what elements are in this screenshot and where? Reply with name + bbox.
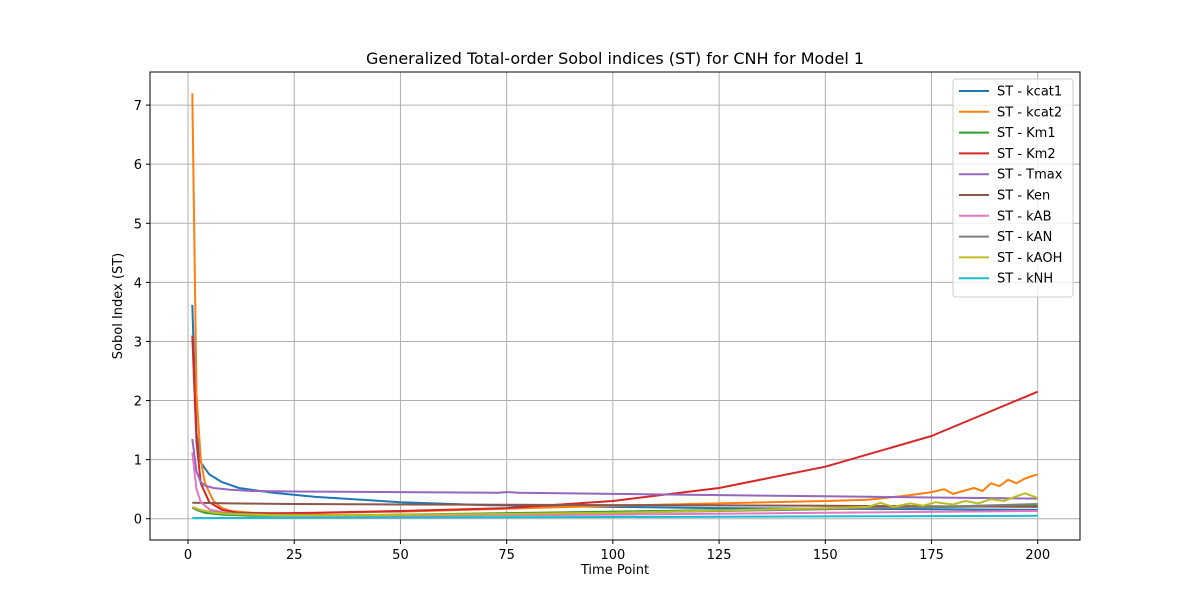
series-line-knh — [192, 514, 1038, 520]
legend-label: ST - Tmax — [997, 168, 1063, 183]
chart-title: Generalized Total-order Sobol indices (S… — [366, 49, 864, 68]
series-line-km2 — [191, 335, 1039, 515]
x-tick-label: 200 — [1025, 548, 1050, 563]
legend-label: ST - Ken — [997, 189, 1050, 204]
y-tick-label: 3 — [134, 335, 142, 350]
legend-label: ST - Km1 — [997, 126, 1056, 141]
y-axis-label: Sobol Index (ST) — [111, 253, 126, 359]
series-line-ken — [192, 501, 1038, 508]
y-tick-label: 1 — [134, 454, 142, 469]
x-tick-label: 175 — [919, 548, 944, 563]
plot-area — [191, 93, 1039, 520]
x-tick-label: 150 — [813, 548, 838, 563]
x-axis-label: Time Point — [580, 563, 649, 578]
y-ticks: 0 1 2 3 4 5 6 7 — [134, 99, 150, 528]
legend: ST - kcat1 ST - kcat2 ST - Km1 ST - Km2 ST -… — [952, 78, 1074, 298]
x-tick-label: 0 — [184, 548, 192, 563]
x-ticks: 0 25 50 75 100 125 150 175 200 — [184, 540, 1050, 563]
x-tick-label: 100 — [600, 548, 625, 563]
y-tick-label: 6 — [134, 158, 142, 173]
y-tick-label: 5 — [134, 217, 142, 232]
legend-label: ST - kcat2 — [997, 105, 1062, 120]
x-tick-label: 50 — [392, 548, 409, 563]
axes-frame — [149, 71, 1081, 541]
legend-label: ST - kAN — [997, 230, 1052, 245]
x-tick-label: 25 — [286, 548, 303, 563]
legend-label: ST - kcat1 — [997, 85, 1062, 100]
y-tick-label: 4 — [134, 276, 142, 291]
series-line-kaoh — [191, 492, 1039, 517]
y-tick-label: 0 — [134, 513, 142, 528]
legend-label: ST - Km2 — [997, 147, 1056, 162]
legend-label: ST - kAOH — [997, 251, 1062, 266]
series-line-kcat2 — [191, 93, 1038, 515]
series-line-tmax — [191, 438, 1038, 500]
legend-label: ST - kAB — [997, 209, 1052, 224]
x-tick-label: 125 — [707, 548, 732, 563]
y-tick-label: 7 — [134, 99, 142, 114]
y-tick-label: 2 — [134, 395, 142, 410]
legend-label: ST - kNH — [997, 272, 1053, 287]
x-tick-label: 75 — [498, 548, 515, 563]
